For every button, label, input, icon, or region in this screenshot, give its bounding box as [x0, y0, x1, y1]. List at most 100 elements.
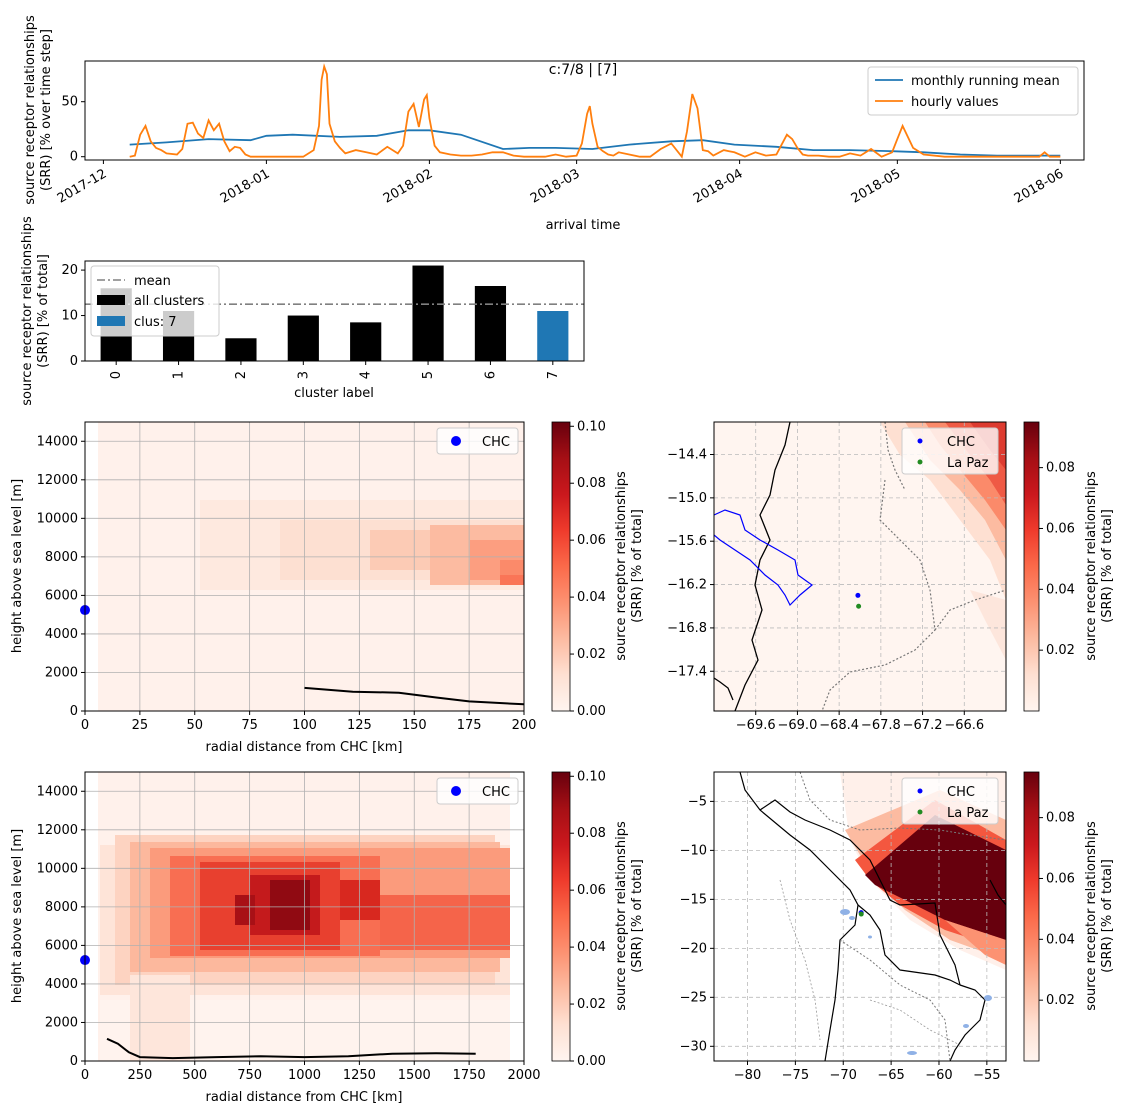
timeseries-ylabel-line1: source receptor relationships: [23, 15, 38, 205]
far-map-frame: [713, 771, 1007, 1062]
map-lat-tick-label: −20: [680, 941, 707, 956]
map-lon-tick-label: −65: [877, 1068, 904, 1083]
colorbar-tick-label: 0.10: [577, 769, 606, 784]
map-lon-tick-label: −68.4: [819, 718, 859, 733]
map-lat-tick-label: −10: [680, 843, 707, 858]
far-profile-cbar-label1: source receptor relationships: [614, 821, 629, 1011]
map-lat-tick-label: −15.0: [667, 491, 707, 506]
profile-ytick-label: 4000: [45, 977, 78, 992]
timeseries-legend: monthly running mean hourly values: [867, 66, 1079, 116]
profile-ytick-label: 12000: [37, 473, 78, 488]
colorbar-tick-label: 0.06: [1046, 871, 1075, 886]
map-lon-tick-label: −67.8: [861, 718, 901, 733]
bar-xtick-label: 3: [296, 371, 311, 379]
far-map-legend: CHC La Paz: [901, 777, 999, 825]
far-profile-colorbar: 0.00 0.02 0.04 0.06 0.08 0.10: [551, 769, 606, 1069]
map-lat-tick-label: −30: [680, 1039, 707, 1054]
far-map-coastline: [739, 772, 1006, 1061]
legend-far-map-chc: CHC: [947, 785, 975, 800]
profile-xtick-label: 1750: [453, 1068, 486, 1083]
near-map-cbar-label1: source receptor relationships: [1084, 471, 1099, 661]
timeseries-xtick-label: 2018-05: [849, 166, 904, 206]
profile-xtick-label: 500: [182, 1068, 207, 1083]
far-map-panel: −80 −75 −70 −65 −60 −55 −5 −10 −15 −20 −25 −30 CHC: [680, 771, 1115, 1083]
legend-map-chc: CHC: [947, 435, 975, 450]
near-profile-colorbar: 0.00 0.02 0.04 0.06 0.08 0.10: [551, 419, 606, 719]
map-lat-tick-label: −15: [680, 892, 707, 907]
chc-point: [855, 592, 861, 598]
profile-ytick-label: 10000: [37, 861, 78, 876]
colorbar-tick-label: 0.08: [577, 476, 606, 491]
profile-ytick-label: 6000: [45, 938, 78, 953]
bar-ytick-label: 20: [61, 263, 78, 278]
colorbar-tick-label: 0.04: [577, 940, 606, 955]
map-lat-tick-label: −15.6: [667, 534, 707, 549]
timeseries-frame: [84, 60, 1085, 161]
map-lon-tick-label: −60: [925, 1068, 952, 1083]
colorbar-tick-label: 0.04: [577, 590, 606, 605]
colorbar-tick-label: 0.08: [1046, 461, 1075, 476]
bar-xtick-label: 2: [234, 371, 249, 379]
map-lat-tick-label: −25: [680, 990, 707, 1005]
map-lat-tick-label: −5: [688, 794, 707, 809]
bar-ytick-label: 10: [61, 309, 78, 324]
profile-xtick-label: 2000: [507, 1068, 540, 1083]
timeseries-xtick-label: 2017-12: [55, 166, 110, 206]
legend-map-lapaz: La Paz: [947, 456, 989, 471]
timeseries-xtick-label: 2018-04: [691, 166, 746, 206]
profile-ytick-label: 4000: [45, 627, 78, 642]
near-profile-cbar-label1: source receptor relationships: [614, 471, 629, 661]
colorbar-tick-label: 0.08: [577, 826, 606, 841]
timeseries-xtick-label: 2018-03: [528, 166, 583, 206]
profile-xtick-label: 1000: [288, 1068, 321, 1083]
near-height-profile-panel: 0 25 50 75 100 125 150 175 200020004000600080001…: [10, 419, 645, 755]
near-map-panel: −69.6 −69.0 −68.4 −67.8 −67.2 −66.6 −14.4 −15.0…: [667, 421, 1115, 733]
colorbar-tick-label: 0.08: [1046, 811, 1075, 826]
profile-ytick-label: 14000: [37, 784, 78, 799]
colorbar-tick-label: 0.00: [577, 1054, 606, 1069]
timeseries-xtick-label: 2018-02: [381, 166, 436, 206]
profile-xtick-label: 0: [81, 1068, 89, 1083]
profile-ytick-label: 2000: [45, 665, 78, 680]
map-lon-tick-label: −66.6: [944, 718, 984, 733]
map-lon-tick-label: −70: [830, 1068, 857, 1083]
colorbar-tick-label: 0.02: [577, 997, 606, 1012]
legend-mean: mean: [134, 274, 171, 289]
map-lat-tick-label: −16.2: [667, 578, 707, 593]
profile-xtick-label: 175: [457, 718, 482, 733]
la-paz-point: [856, 603, 862, 609]
bar-xtick-label: 0: [109, 371, 124, 379]
far-map-lakes: [840, 909, 992, 1055]
far-terrain-line: [106, 1037, 476, 1060]
far-map-colorbar: 0.02 0.04 0.06 0.08: [1023, 771, 1075, 1062]
profile-ytick-label: 2000: [45, 1015, 78, 1030]
profile-xtick-label: 25: [132, 718, 149, 733]
bar-ytick-label: 0: [70, 354, 78, 369]
profile-xtick-label: 750: [237, 1068, 262, 1083]
profile-xtick-label: 1500: [398, 1068, 431, 1083]
map-lon-tick-label: −55: [973, 1068, 1000, 1083]
monthly-mean-line: [129, 129, 1061, 157]
far-profile-cbar-label2: (SRR) [% of total]: [630, 859, 645, 973]
bar-xtick-label: 7: [546, 371, 561, 379]
profile-xtick-label: 200: [512, 718, 537, 733]
far-map-cbar-label2: (SRR) [% of total]: [1100, 859, 1115, 973]
profile-xtick-label: 100: [292, 718, 317, 733]
map-lon-tick-label: −69.6: [736, 718, 776, 733]
colorbar-tick-label: 0.00: [577, 704, 606, 719]
legend-all-clusters: all clusters: [134, 294, 205, 309]
bar-xtick-label: 6: [483, 371, 498, 379]
far-profile-ylabel: height above sea level [m]: [10, 829, 25, 1003]
near-profile-legend: CHC: [436, 427, 519, 455]
near-map-borders: [714, 422, 1006, 711]
near-map-colorbar: 0.02 0.04 0.06 0.08: [1023, 421, 1075, 712]
profile-xtick-label: 250: [127, 1068, 152, 1083]
far-profile-legend: CHC: [436, 777, 519, 805]
la-paz-point: [858, 911, 864, 917]
bar-xlabel: cluster label: [294, 386, 374, 401]
profile-ytick-label: 14000: [37, 434, 78, 449]
bar-xtick-label: 1: [172, 371, 187, 379]
profile-ytick-label: 8000: [45, 900, 78, 915]
near-map-cbar-label2: (SRR) [% of total]: [1100, 509, 1115, 623]
